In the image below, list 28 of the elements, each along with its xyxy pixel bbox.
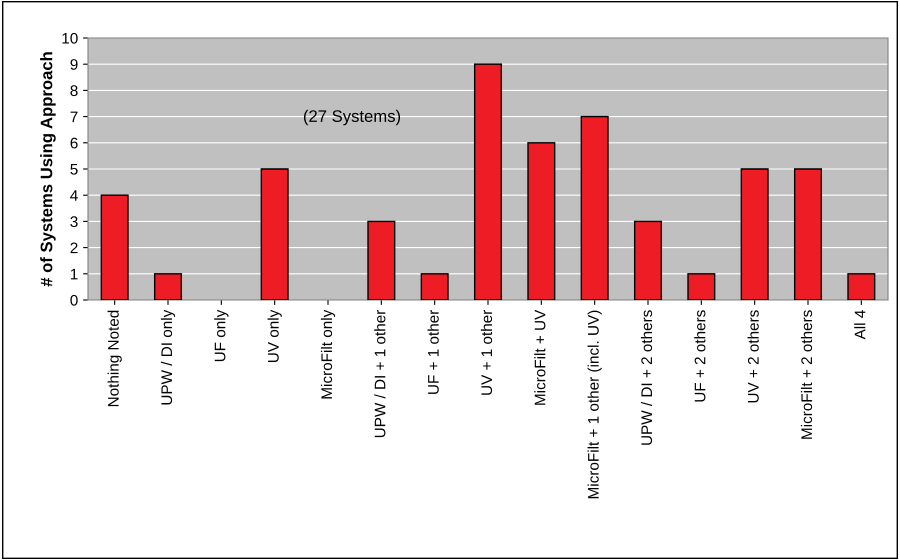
y-tick-label: 0 [70,294,78,306]
x-tick-label: MicroFilt + 2 others [800,310,812,439]
y-tick-label: 1 [70,268,78,280]
x-tick-label: MicroFilt + 1 other (incl. UV) [588,310,602,498]
y-tick-label: 7 [70,112,78,122]
x-tick-label: MicroFilt + UV [534,310,546,405]
x-tick-label: UF + 2 others [694,310,706,402]
x-tick-label: All 4 [854,310,866,340]
x-tick-label: Nothing Noted [108,310,122,406]
y-tick-label: 2 [70,242,78,254]
x-tick-label: UF + 1 other [428,310,439,394]
x-tick-label: MicroFilt only [320,310,336,398]
x-tick-label: UV + 1 other [480,310,492,395]
annotation: (27 Systems) [304,110,400,126]
x-tick-label: UPW / DI + 2 others [640,310,652,445]
x-tick-label: UV + 2 others [748,310,759,402]
x-tick-label: UF only [214,310,228,362]
y-tick-label: 4 [70,190,78,201]
y-tick-label: 9 [70,59,78,70]
y-tick-label: 10 [62,32,78,44]
y-tick-label: 6 [70,138,78,148]
y-axis-title: # of Systems Using Approach [40,52,56,286]
y-tick-label: 8 [70,85,78,96]
x-tick-label: UV only [268,310,282,362]
y-tick-label: 5 [70,164,78,175]
x-tick-label: UPW / DI + 1 other [374,310,386,438]
y-tick-label: 3 [70,216,78,228]
x-tick-label: UPW / DI only [160,310,176,404]
